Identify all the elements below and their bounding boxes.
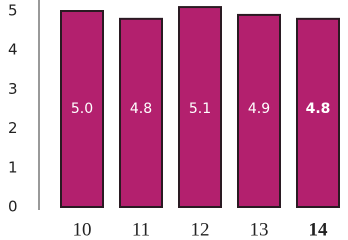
bar (237, 13, 281, 209)
x-tick-label: 10 (73, 219, 92, 240)
y-tick-label: 4 (8, 41, 18, 59)
bar (119, 17, 163, 209)
x-tick-label: 12 (191, 219, 210, 240)
y-tick-label: 0 (8, 198, 18, 216)
bar (60, 10, 104, 208)
y-tick-label: 2 (8, 119, 18, 137)
y-tick-label: 3 (8, 80, 18, 98)
x-tick-label: 11 (132, 219, 150, 240)
y-tick-label: 5 (8, 2, 18, 20)
value-label: 4.8 (306, 101, 331, 117)
value-label: 5.1 (189, 101, 211, 117)
bar (178, 6, 222, 208)
bar (296, 17, 340, 209)
x-tick-label: 14 (309, 219, 329, 240)
value-label: 4.9 (248, 101, 270, 117)
y-tick-label: 1 (8, 158, 18, 176)
x-tick-label: 13 (250, 219, 269, 240)
value-label: 4.8 (130, 101, 152, 117)
value-label: 5.0 (71, 101, 93, 117)
